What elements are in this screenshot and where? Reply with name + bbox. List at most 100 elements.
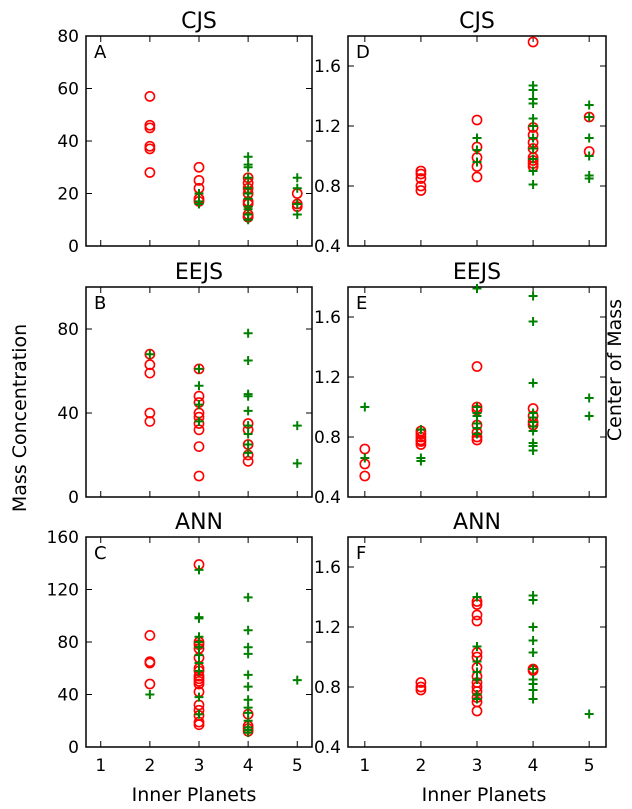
panel-a: 0 20 40 60 80 CJS A bbox=[57, 9, 313, 257]
data-point-plus bbox=[584, 100, 594, 110]
data-point-plus bbox=[472, 145, 482, 155]
data-point-plus bbox=[528, 180, 538, 189]
data-point-plus bbox=[360, 453, 370, 463]
data-point-plus bbox=[528, 291, 538, 301]
data-point-plus bbox=[472, 284, 482, 293]
panel-letter: B bbox=[94, 293, 106, 314]
data-point-plus bbox=[194, 658, 204, 668]
data-point-circle bbox=[144, 367, 156, 379]
panel-title: CJS bbox=[459, 9, 495, 34]
data-point-circle bbox=[144, 415, 156, 427]
data-point-plus bbox=[194, 381, 204, 391]
data-point-plus bbox=[243, 328, 253, 338]
data-point-plus bbox=[194, 709, 204, 719]
panel-letter: D bbox=[356, 42, 370, 63]
y-tick-label: 60 bbox=[57, 80, 79, 100]
data-point-plus bbox=[194, 189, 204, 198]
data-point-plus bbox=[243, 708, 253, 718]
data-point-circle bbox=[193, 363, 205, 375]
data-point-circle bbox=[471, 171, 483, 183]
data-point-plus bbox=[243, 421, 253, 431]
x-tick-label: 1 bbox=[95, 756, 106, 776]
data-point-circle bbox=[359, 470, 371, 482]
panel-title: EEJS bbox=[175, 260, 223, 285]
y-tick-label: 0.8 bbox=[314, 177, 341, 197]
x-tick-label: 5 bbox=[584, 756, 595, 776]
data-point-circle bbox=[193, 424, 205, 436]
data-point-circle bbox=[144, 359, 156, 371]
data-point-plus bbox=[528, 133, 538, 143]
y-tick-label: 1.2 bbox=[314, 618, 341, 638]
y-tick-label: 80 bbox=[57, 633, 79, 653]
panel-title: ANN bbox=[453, 510, 501, 535]
data-point-circle bbox=[193, 678, 205, 690]
y-tick-label: 20 bbox=[57, 185, 79, 205]
y-tick-label: 1.2 bbox=[314, 117, 341, 137]
data-point-plus bbox=[528, 664, 538, 674]
data-point-circle bbox=[471, 609, 483, 621]
x-tick-label: 4 bbox=[528, 756, 539, 776]
data-point-plus bbox=[194, 692, 204, 702]
data-point-circle bbox=[415, 439, 427, 450]
x-tick-label: 4 bbox=[243, 756, 254, 776]
data-point-plus bbox=[472, 157, 482, 167]
y-tick-label: 1.2 bbox=[314, 368, 341, 388]
data-point-plus bbox=[243, 682, 253, 692]
data-point-plus bbox=[243, 406, 253, 416]
data-point-plus bbox=[243, 440, 253, 449]
panel-letter: C bbox=[94, 543, 107, 564]
data-point-plus bbox=[243, 173, 253, 183]
data-point-plus bbox=[243, 625, 253, 635]
data-point-circle bbox=[144, 122, 156, 134]
y-tick-label: 0 bbox=[68, 488, 79, 508]
data-point-plus bbox=[292, 210, 302, 219]
left-x-axis-label: Inner Planets bbox=[132, 784, 257, 806]
plot-frame bbox=[85, 35, 313, 247]
panel-d: 0.4 0.8 1.2 1.6 CJS D bbox=[314, 9, 607, 257]
data-point-circle bbox=[193, 470, 205, 482]
data-point-circle bbox=[415, 677, 427, 688]
panel-c: 1 2 3 4 5 0 40 80 120 160 ANN C bbox=[47, 510, 313, 776]
y-tick-label: 80 bbox=[57, 27, 79, 47]
data-point-circle bbox=[415, 185, 427, 196]
data-point-circle bbox=[415, 173, 427, 184]
data-point-plus bbox=[472, 429, 482, 439]
data-point-circle bbox=[144, 407, 156, 419]
data-point-circle bbox=[471, 705, 483, 717]
data-point-plus bbox=[584, 133, 594, 143]
data-point-plus bbox=[528, 144, 538, 153]
data-point-plus bbox=[194, 364, 204, 374]
data-point-plus bbox=[528, 121, 538, 131]
data-point-plus bbox=[528, 317, 538, 326]
panel-title: CJS bbox=[181, 9, 217, 34]
data-point-circle bbox=[144, 678, 156, 690]
x-tick-label: 1 bbox=[359, 756, 370, 776]
data-point-plus bbox=[194, 199, 204, 209]
y-tick-label: 0.4 bbox=[314, 237, 341, 257]
y-tick-label: 120 bbox=[47, 581, 79, 601]
data-point-circle bbox=[527, 36, 539, 48]
data-point-circle bbox=[144, 143, 156, 155]
data-point-plus bbox=[194, 400, 204, 410]
data-point-circle bbox=[193, 719, 205, 731]
data-point-circle bbox=[415, 165, 427, 177]
y-tick-label: 0 bbox=[68, 237, 79, 257]
data-point-plus bbox=[243, 695, 253, 705]
data-point-plus bbox=[243, 728, 253, 738]
y-tick-label: 40 bbox=[57, 132, 79, 152]
data-point-circle bbox=[193, 174, 205, 186]
data-point-plus bbox=[584, 393, 594, 403]
data-point-plus bbox=[472, 694, 482, 704]
data-point-plus bbox=[472, 592, 482, 602]
data-point-plus bbox=[528, 166, 538, 176]
x-tick-label: 3 bbox=[472, 756, 483, 776]
y-tick-label: 0.4 bbox=[314, 488, 341, 508]
data-point-circle bbox=[193, 441, 205, 452]
data-point-plus bbox=[528, 99, 538, 108]
data-point-plus bbox=[243, 391, 253, 401]
data-point-plus bbox=[472, 675, 482, 684]
data-point-circle bbox=[415, 681, 427, 693]
data-point-circle bbox=[144, 167, 156, 178]
data-point-plus bbox=[243, 670, 253, 680]
